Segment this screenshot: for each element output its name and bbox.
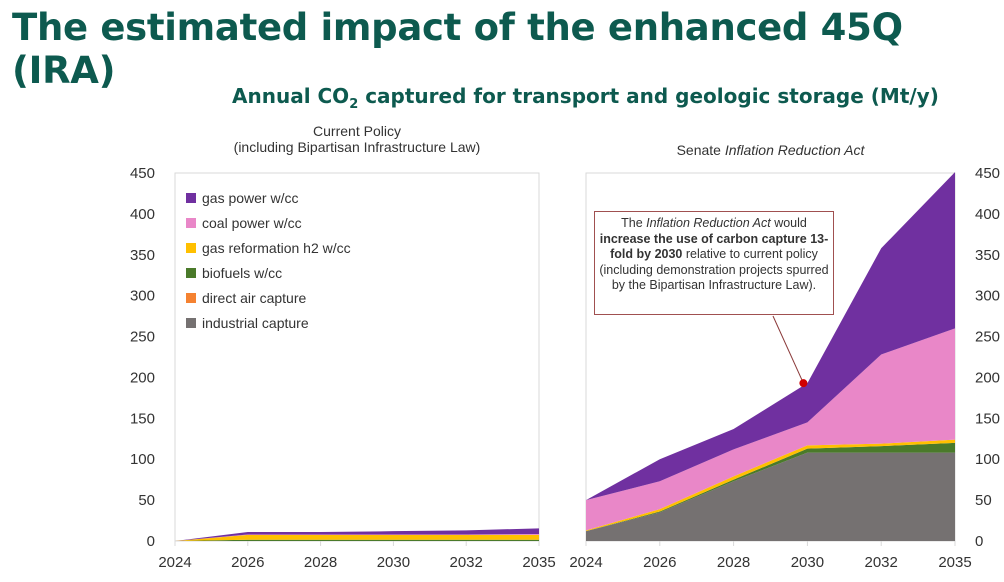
x-tick-label: 2030 [377,554,410,571]
area-biofuels-w-cc [175,539,539,541]
y-tick-label: 100 [130,451,155,468]
x-tick-label: 2032 [450,554,483,571]
callout-leader-line [772,315,804,384]
legend-label: direct air capture [202,289,307,306]
right-chart-title: Senate Inflation Reduction Act [586,142,955,158]
legend-label: gas reformation h2 w/cc [202,239,351,256]
y-tick-label: 200 [130,369,155,386]
slide-title: The estimated impact of the enhanced 45Q… [12,6,903,92]
callout-bold: increase the use of carbon capture 13-fo… [599,231,829,262]
y-tick-label: 0 [147,533,155,550]
x-tick-label: 2035 [522,554,555,571]
x-tick-label: 2026 [643,554,676,571]
subtitle-text-rest: captured for transport and geologic stor… [358,84,939,108]
y-tick-label: 400 [975,206,1000,223]
y-tick-label: 0 [975,533,983,550]
left-chart-title: Current Policy (including Bipartisan Inf… [175,123,539,155]
area-gas-power-w-cc [175,528,539,541]
legend-item: industrial capture [186,310,351,335]
y-tick-label: 350 [130,247,155,264]
legend-item: biofuels w/cc [186,260,351,285]
y-tick-label: 250 [975,329,1000,346]
legend-swatch [186,267,196,278]
y-tick-label: 300 [130,288,155,305]
y-tick-label: 250 [130,329,155,346]
subtitle-subscript: 2 [349,97,359,112]
left-chart-title-line2: (including Bipartisan Infrastructure Law… [233,139,481,155]
y-tick-label: 150 [130,410,155,427]
legend-swatch [186,292,196,303]
area-gas-reformation-h2-w-cc [175,534,539,541]
y-tick-label: 50 [975,492,992,509]
x-tick-label: 2030 [791,554,824,571]
x-tick-label: 2024 [569,554,602,571]
area-biofuels-w-cc [586,442,955,532]
right-chart-title-pre: Senate [676,142,725,158]
area-coal-power-w-cc [175,534,539,541]
legend-item: gas power w/cc [186,185,351,210]
legend-label: gas power w/cc [202,189,299,206]
callout-text: The [621,216,647,230]
x-tick-label: 2026 [231,554,264,571]
legend-item: gas reformation h2 w/cc [186,235,351,260]
legend: gas power w/cc coal power w/cc gas reforma… [186,185,351,335]
left-chart-title-line1: Current Policy [313,123,401,139]
legend-item: direct air capture [186,285,351,310]
y-tick-label: 400 [130,206,155,223]
area-gas-power-w-cc [586,172,955,501]
y-tick-label: 350 [975,247,1000,264]
area-industrial-capture [586,452,955,541]
chart-subtitle: Annual CO2 captured for transport and ge… [232,84,939,112]
legend-label: coal power w/cc [202,214,302,231]
legend-swatch [186,217,196,228]
callout-italic: Inflation Reduction Act [646,216,771,230]
x-tick-label: 2028 [304,554,337,571]
y-tick-label: 450 [130,165,155,182]
legend-label: industrial capture [202,314,309,331]
legend-swatch [186,242,196,253]
callout-text: would [770,216,807,230]
legend-swatch [186,192,196,203]
y-tick-label: 450 [975,165,1000,182]
y-tick-label: 300 [975,288,1000,305]
y-tick-label: 100 [975,451,1000,468]
callout-text: relative to current policy (including de… [599,247,829,292]
annotation-callout: The Inflation Reduction Act would increa… [594,211,834,315]
area-coal-power-w-cc [586,328,955,531]
x-tick-label: 2032 [865,554,898,571]
legend-swatch [186,317,196,328]
right-chart-title-italic: Inflation Reduction Act [724,142,865,158]
legend-item: coal power w/cc [186,210,351,235]
x-tick-label: 2028 [717,554,750,571]
subtitle-text: Annual CO [232,84,350,108]
y-tick-label: 200 [975,369,1000,386]
y-tick-label: 150 [975,410,1000,427]
annotation-marker [799,379,808,388]
x-tick-label: 2024 [158,554,191,571]
y-tick-label: 50 [138,492,155,509]
legend-label: biofuels w/cc [202,264,283,281]
x-tick-label: 2035 [938,554,971,571]
